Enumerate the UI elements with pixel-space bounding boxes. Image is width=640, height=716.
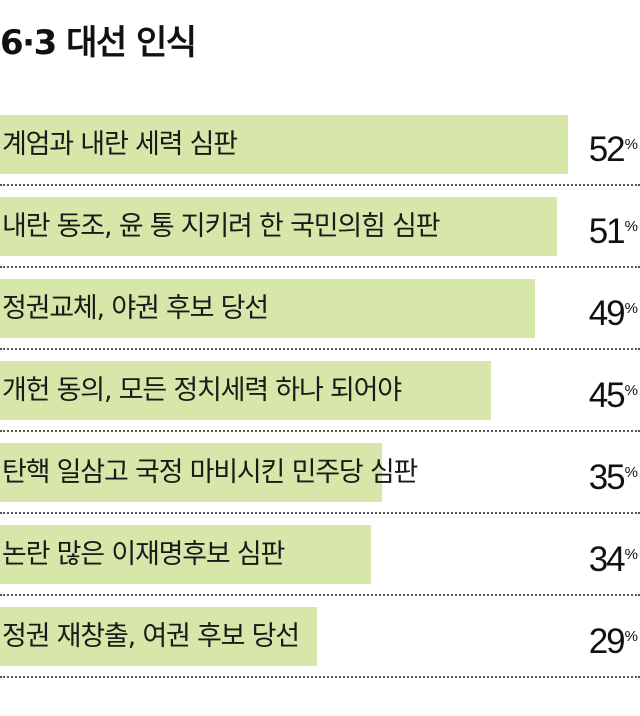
value-label: 45% [589, 361, 638, 420]
category-label: 정권 재창출, 여권 후보 당선 [2, 621, 300, 652]
category-label: 논란 많은 이재명후보 심판 [2, 539, 285, 570]
value-label: 51% [589, 197, 638, 256]
bar-chart: 계엄과 내란 세력 심판 52% 내란 동조, 윤 통 지키려 한 국민의힘 심판 5… [0, 113, 640, 689]
value-number: 35 [588, 458, 626, 497]
bar-row: 계엄과 내란 세력 심판 52% [0, 113, 640, 195]
bar-row: 개헌 동의, 모든 정치세력 하나 되어야 45% [0, 359, 640, 441]
bar [0, 115, 568, 174]
bar-row: 내란 동조, 윤 통 지키려 한 국민의힘 심판 51% [0, 195, 640, 277]
value-number: 51 [588, 212, 626, 251]
bar [0, 525, 371, 584]
value-number: 29 [588, 622, 626, 661]
bar [0, 607, 317, 666]
chart-title: 6·3 대선 인식 [0, 23, 197, 63]
bar [0, 361, 491, 420]
row-divider [0, 676, 640, 678]
value-number: 49 [588, 294, 626, 333]
value-number: 45 [588, 376, 626, 415]
bar-row: 논란 많은 이재명후보 심판 34% [0, 523, 640, 605]
value-label: 34% [589, 525, 638, 584]
category-label: 내란 동조, 윤 통 지키려 한 국민의힘 심판 [2, 211, 441, 242]
bar [0, 197, 557, 256]
row-divider [0, 512, 640, 514]
value-label: 35% [589, 443, 638, 502]
percent-unit: % [624, 546, 638, 563]
percent-unit: % [624, 628, 638, 645]
value-label: 49% [589, 279, 638, 338]
bar [0, 279, 535, 338]
row-divider [0, 348, 640, 350]
percent-unit: % [624, 300, 638, 317]
row-divider [0, 184, 640, 186]
category-label: 개헌 동의, 모든 정치세력 하나 되어야 [2, 375, 402, 406]
category-label: 정권교체, 야권 후보 당선 [2, 293, 269, 324]
row-divider [0, 594, 640, 596]
value-label: 29% [589, 607, 638, 666]
bar-row: 정권교체, 야권 후보 당선 49% [0, 277, 640, 359]
row-divider [0, 266, 640, 268]
value-number: 34 [588, 540, 626, 579]
percent-unit: % [624, 464, 638, 481]
bar-row: 탄핵 일삼고 국정 마비시킨 민주당 심판 35% [0, 441, 640, 523]
bar-row: 정권 재창출, 여권 후보 당선 29% [0, 605, 640, 687]
row-divider [0, 430, 640, 432]
value-label: 52% [589, 115, 638, 174]
percent-unit: % [624, 136, 638, 153]
percent-unit: % [624, 382, 638, 399]
value-number: 52 [588, 130, 626, 169]
category-label: 계엄과 내란 세력 심판 [2, 129, 238, 160]
bar [0, 443, 382, 502]
category-label: 탄핵 일삼고 국정 마비시킨 민주당 심판 [2, 457, 418, 488]
percent-unit: % [624, 218, 638, 235]
